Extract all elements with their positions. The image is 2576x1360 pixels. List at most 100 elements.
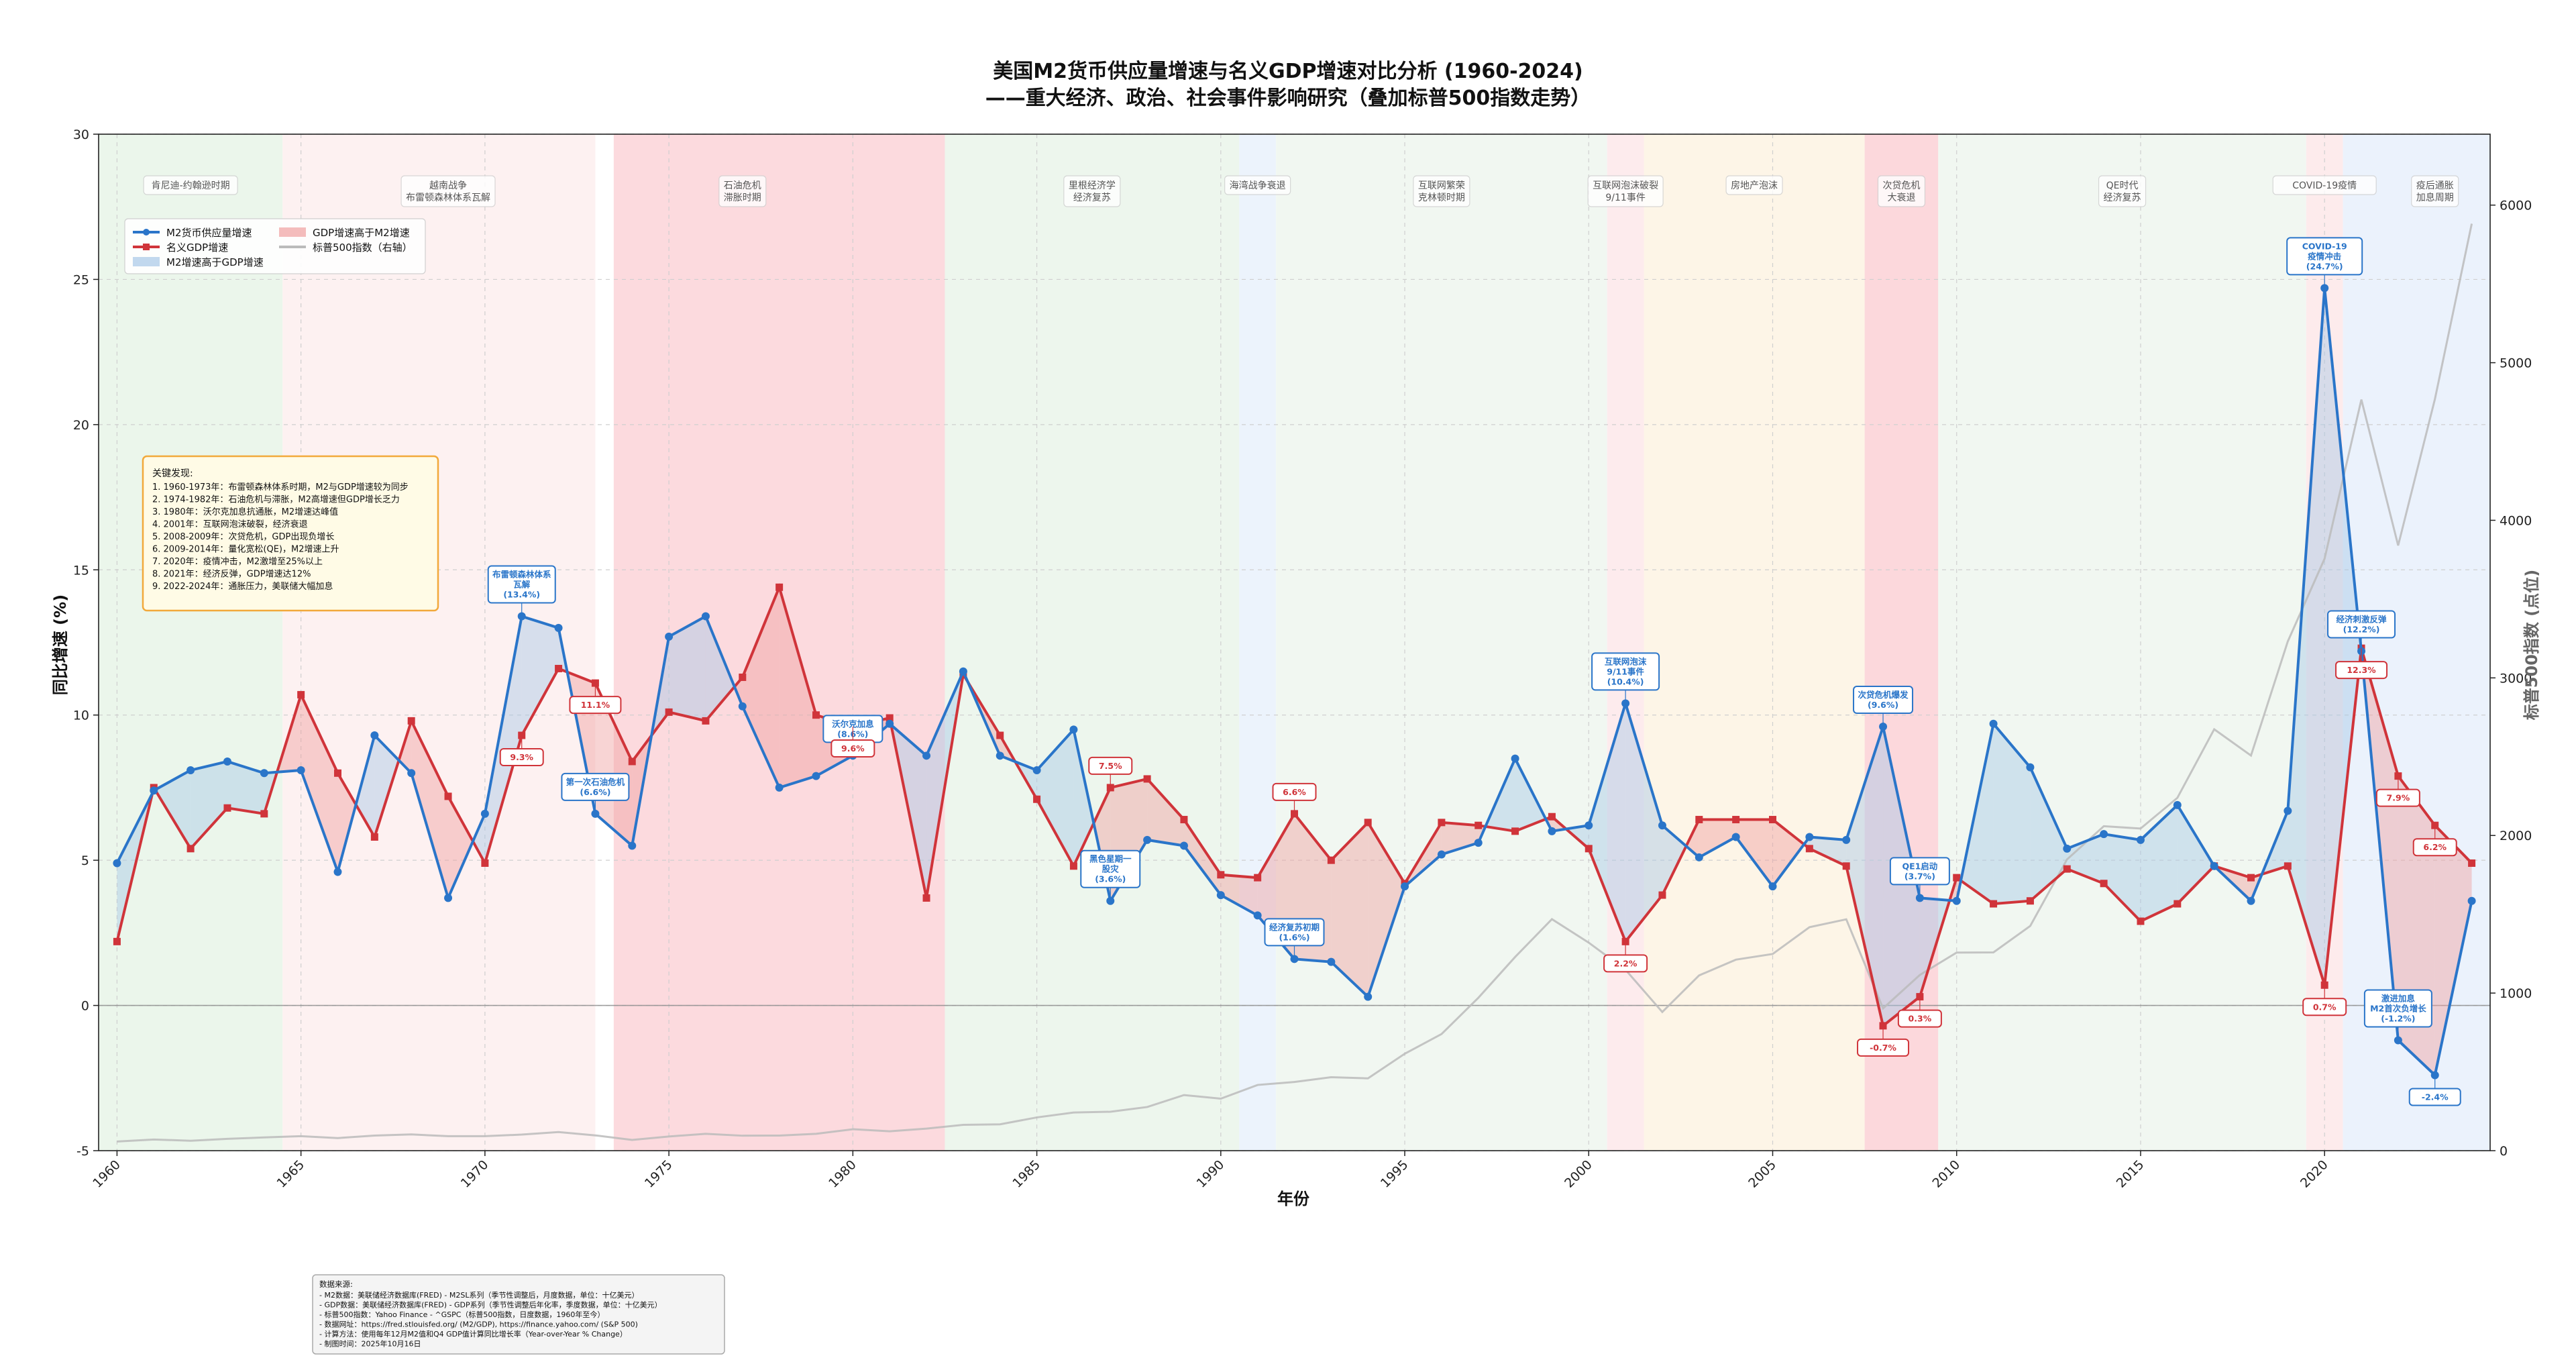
period-label-text: 石油危机	[724, 180, 761, 191]
m2-point	[2173, 800, 2182, 809]
m2-point	[370, 731, 379, 740]
m2-point	[885, 719, 894, 728]
fill-gdp-above-m2	[1220, 874, 1258, 916]
key-finding-item: 1. 1960-1973年：布雷顿森林体系时期，M2与GDP增速较为同步	[152, 482, 409, 492]
fill-m2-above-gdp	[484, 616, 522, 864]
gdp-point	[2100, 880, 2108, 888]
gdp-point	[885, 714, 894, 722]
m2-point	[2100, 830, 2108, 839]
x-tick-label: 1980	[826, 1157, 859, 1191]
annotation-text: 沃尔克加息	[832, 719, 874, 729]
legend-frame	[124, 218, 426, 274]
annotation-box	[1088, 756, 1133, 775]
gdp-point	[334, 769, 341, 777]
annotation-text: 11.1%	[581, 700, 610, 710]
fill-m2-above-gdp	[2104, 834, 2141, 922]
annotation-text: 2.2%	[1614, 958, 1638, 968]
fill-gdp-above-m2	[1441, 822, 1479, 855]
annotation-box	[2408, 1088, 2461, 1106]
annotation-box	[2327, 610, 2396, 639]
fill-m2-above-gdp	[374, 735, 399, 837]
gdp-point	[1585, 845, 1593, 853]
m2-point	[1731, 833, 1740, 841]
annotation-text: 0.3%	[1909, 1014, 1932, 1024]
fill-m2-above-gdp	[191, 761, 227, 849]
m2-point	[1989, 719, 1998, 728]
fill-gdp-above-m2	[1699, 819, 1736, 857]
gdp-point	[555, 664, 563, 672]
gdp-point	[2063, 865, 2071, 873]
fill-m2-above-gdp	[472, 813, 485, 864]
annotation-box	[2335, 661, 2388, 680]
annotation-text: (3.6%)	[1095, 874, 1126, 884]
period-label-text: 房地产泡沫	[1731, 180, 1778, 191]
annotation-text: 互联网泡沫	[1605, 656, 1647, 666]
period-label-text: 大衰退	[1887, 192, 1915, 203]
m2-point	[922, 751, 931, 760]
gdp-point	[922, 894, 930, 902]
annotation-text: 7.5%	[1099, 761, 1122, 771]
gdp-point	[1474, 821, 1483, 829]
period-band	[282, 134, 596, 1151]
m2-point	[1216, 891, 1225, 900]
y2-tick-label: 0	[2500, 1144, 2508, 1159]
x-tick-label: 2015	[2114, 1157, 2147, 1191]
annotation-box	[2286, 237, 2363, 276]
gdp-point	[1143, 775, 1151, 783]
m2-point	[554, 623, 563, 632]
fill-m2-above-gdp	[1589, 703, 1626, 942]
gdp-point	[665, 708, 673, 716]
annotation-text: 疫情冲击	[2308, 251, 2341, 261]
period-label-text: 互联网泡沫破裂	[1593, 180, 1658, 191]
annotation-text: M2首次负增长	[2370, 1004, 2426, 1014]
key-finding-item: 7. 2020年：疫情冲击，M2激增至25%以上	[152, 556, 323, 567]
fill-m2-above-gdp	[1036, 729, 1074, 866]
annotation-text: 9.3%	[510, 752, 533, 762]
key-finding-item: 3. 1980年：沃尔克加息抗通胀，M2增速达峰值	[152, 507, 338, 517]
annotation-box	[1603, 954, 1648, 973]
annotation-text: 次贷危机爆发	[1858, 690, 1909, 700]
fill-m2-above-gdp	[1993, 723, 2031, 904]
annotation-text: -0.7%	[1870, 1043, 1896, 1053]
y-tick-label: 30	[73, 127, 89, 142]
gdp-point	[1327, 856, 1335, 864]
y2-tick-label: 2000	[2500, 829, 2532, 843]
m2-point	[1585, 821, 1593, 830]
period-label-box	[1224, 175, 1291, 195]
period-label-box	[2411, 175, 2459, 207]
gdp-point	[1069, 862, 1077, 870]
m2-point	[113, 859, 121, 868]
gdp-point	[2026, 897, 2034, 905]
y2-axis-label: 标普500指数 (点位)	[2522, 570, 2541, 720]
annotations: 布雷顿森林体系瓦解(13.4%) 11.1% 9.3% 第一次石油危机(6.6%) 沃尔…	[487, 237, 2461, 1106]
y2-tick-label: 5000	[2500, 356, 2532, 371]
fill-gdp-above-m2	[1331, 822, 1368, 997]
gdp-point	[812, 711, 820, 719]
data-sources-frame	[312, 1274, 725, 1355]
period-label-box	[718, 175, 767, 207]
annotation-text: QE1启动	[1902, 861, 1937, 871]
m2-point	[1658, 821, 1666, 830]
legend-swatch	[133, 257, 160, 266]
m2-point	[1695, 853, 1703, 861]
annotation-text: (3.7%)	[1904, 871, 1935, 881]
period-label-text: 海湾战争衰退	[1230, 180, 1286, 191]
m2-point	[1143, 835, 1152, 844]
gdp-point	[113, 937, 121, 945]
m2-point	[444, 894, 453, 902]
annotation-text: (12.2%)	[2343, 624, 2380, 634]
fill-gdp-above-m2	[1735, 819, 1773, 887]
gdp-point	[2247, 874, 2255, 882]
period-label-box	[1063, 175, 1121, 207]
x-tick-label: 1995	[1378, 1157, 1411, 1191]
x-tick-label: 2000	[1562, 1157, 1595, 1191]
annotation-box	[561, 772, 630, 801]
m2-point	[1842, 835, 1851, 844]
gdp-point	[739, 673, 747, 681]
annotation-text: 9.6%	[841, 743, 865, 753]
m2-point	[260, 769, 268, 778]
annotation-text: 6.6%	[1283, 787, 1306, 797]
data-source-item: - M2数据：美联储经济数据库(FRED) - M2SL系列（季节性调整后，月度…	[319, 1290, 639, 1300]
y-tick-label: 0	[81, 999, 89, 1014]
